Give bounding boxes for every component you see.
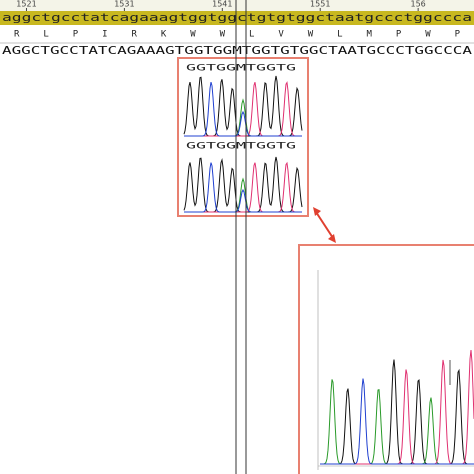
ruler-band <box>0 0 474 11</box>
amino-acid: L <box>337 30 342 40</box>
ruler-label: 1551 <box>310 0 330 9</box>
ruler-label: 1541 <box>212 0 232 9</box>
amino-acid: L <box>43 30 48 40</box>
amino-acid: P <box>455 30 461 40</box>
reference-band <box>0 11 474 25</box>
reference-sequence: aggctgcctatcagaaagtggtggctgtgtggctaatgcc… <box>2 11 472 24</box>
trace-bottom <box>183 156 303 213</box>
amino-acid: P <box>396 30 402 40</box>
arrow <box>315 211 334 239</box>
trace-line <box>184 162 302 213</box>
amino-acid: M <box>366 30 372 40</box>
trace-line <box>320 378 474 465</box>
amino-acid: L <box>249 30 254 40</box>
amino-acid: I <box>102 30 107 40</box>
amino-acid: R <box>14 30 20 40</box>
amino-acid: W <box>190 30 196 40</box>
amino-acid: P <box>73 30 79 40</box>
trace-line <box>184 81 302 137</box>
amino-acid: K <box>161 30 167 40</box>
inset-bottom-label: GGTGGMTGGTG <box>186 142 296 152</box>
amino-acid: R <box>131 30 137 40</box>
arrow-head <box>328 234 336 243</box>
ruler: 1521 1531 1541 1551 156 <box>16 0 426 11</box>
ruler-label: 1531 <box>114 0 134 9</box>
amino-acid: W <box>425 30 431 40</box>
amino-acid: W <box>308 30 314 40</box>
ruler-label: 156 <box>411 0 426 9</box>
arrow-head <box>313 207 321 216</box>
sample-sequence: AGGCTGCCTATCAGAAAGTGGTGGMTGGTGTGGCTAATGC… <box>2 44 473 57</box>
inset-top-label: GGTGGMTGGTG <box>186 64 296 74</box>
trace-large <box>320 350 474 465</box>
amino-acid: W <box>220 30 226 40</box>
inset-box-large <box>298 244 474 474</box>
amino-acid: V <box>278 30 284 40</box>
trace-top <box>183 75 303 137</box>
ruler-label: 1521 <box>16 0 36 9</box>
